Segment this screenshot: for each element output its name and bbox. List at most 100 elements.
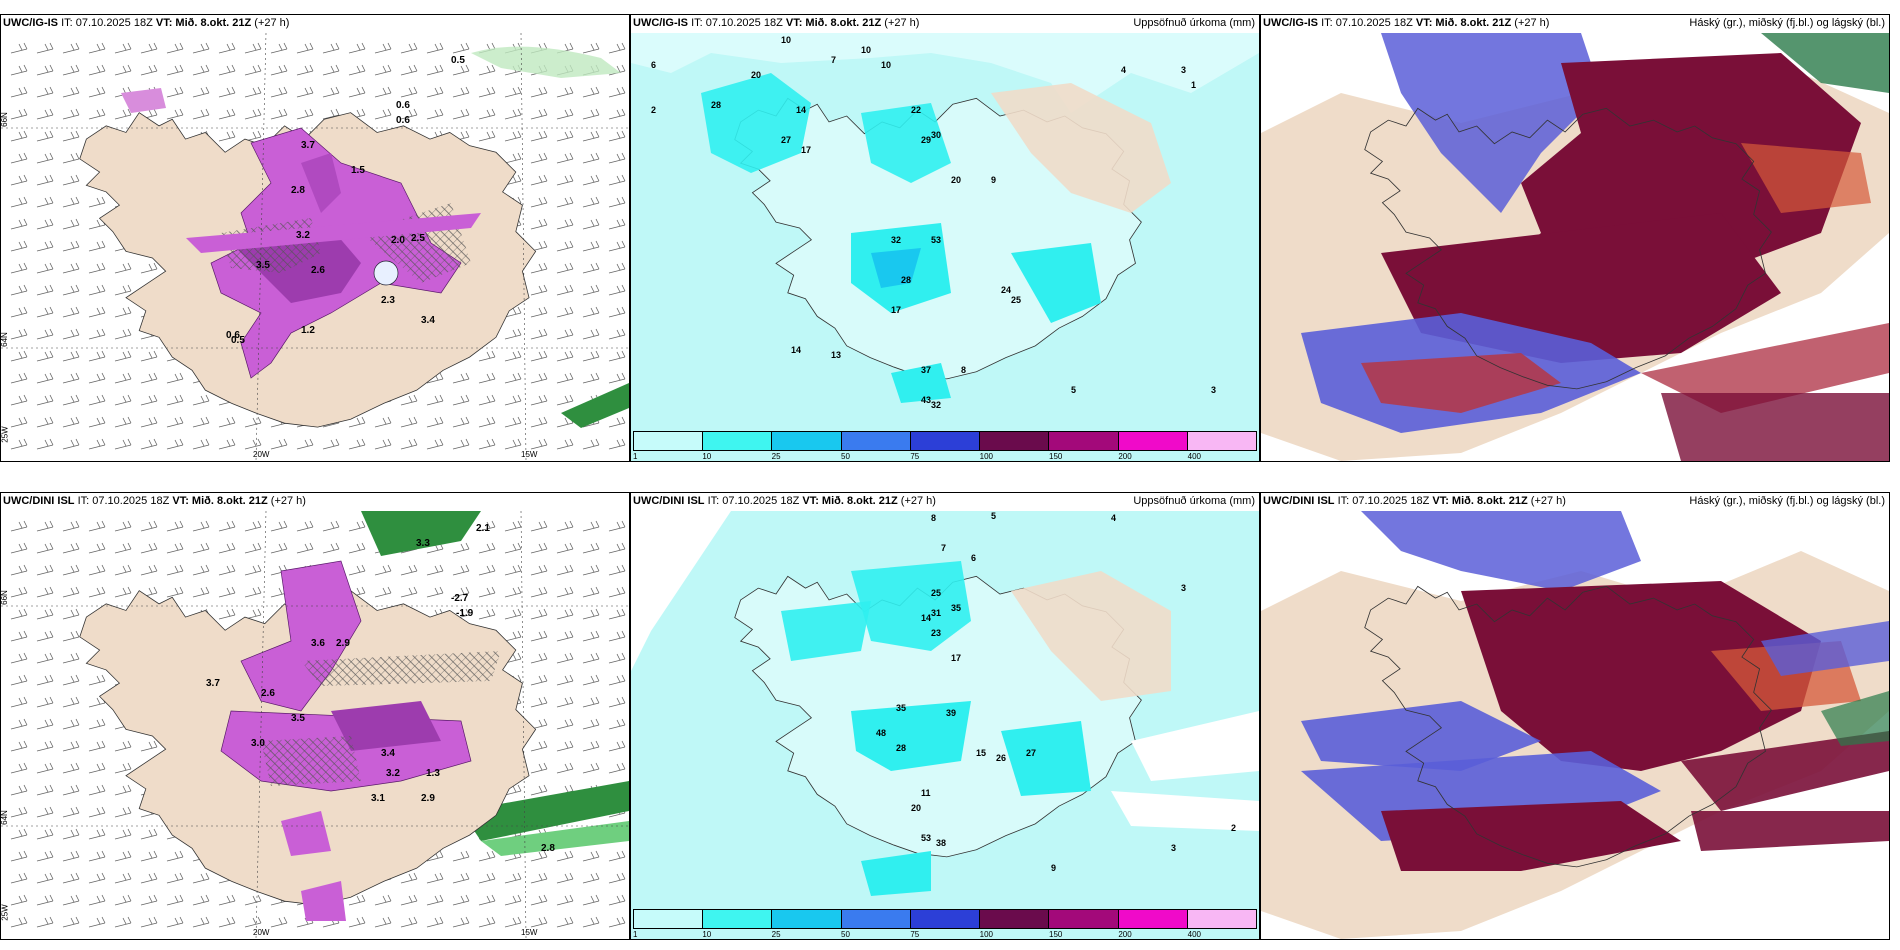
wind-barb — [114, 284, 132, 296]
wind-barb — [608, 762, 626, 774]
wind-barb — [10, 108, 28, 120]
map-value-label: 1.2 — [301, 325, 315, 336]
colorbar-label: 10 — [702, 930, 712, 939]
map-value-label: 53 — [921, 833, 931, 843]
colorbar-swatch — [980, 910, 1050, 928]
wind-barb — [166, 86, 184, 98]
wind-barb — [218, 64, 236, 76]
wind-barb — [426, 416, 444, 428]
wind-barb — [36, 152, 54, 164]
map-value-label: 2.0 — [391, 235, 405, 246]
panel-subtitle: Uppsöfnuð úrkoma (mm) — [1133, 495, 1255, 507]
wind-barb — [10, 372, 28, 384]
map-value-label: 20 — [911, 803, 921, 813]
wind-barb — [608, 86, 626, 98]
map-value-label: -2.7 — [451, 593, 469, 604]
wind-barb — [530, 438, 548, 450]
wind-barb — [504, 328, 522, 340]
wind-barb — [140, 564, 158, 576]
wind-barb — [36, 372, 54, 384]
wind-barb — [62, 64, 80, 76]
wind-barb — [36, 718, 54, 730]
wind-barb — [114, 762, 132, 774]
wind-barb — [140, 394, 158, 406]
wind-barb — [244, 586, 262, 598]
wind-barb — [400, 108, 418, 120]
wind-barb — [62, 740, 80, 752]
wind-barb — [348, 564, 366, 576]
wind-barb — [296, 108, 314, 120]
wind-barb — [62, 630, 80, 642]
wind-barb — [530, 108, 548, 120]
wind-barb — [10, 850, 28, 862]
wind-barb — [400, 438, 418, 450]
wind-barb — [10, 894, 28, 906]
wind-barb — [530, 262, 548, 274]
wind-barb — [62, 542, 80, 554]
wind-barb — [582, 372, 600, 384]
wind-barb — [88, 284, 106, 296]
wind-barb — [192, 872, 210, 884]
wind-barb — [166, 520, 184, 532]
wind-barb — [608, 520, 626, 532]
wind-barb — [296, 64, 314, 76]
panel-wind-top: UWC/IG-IS IT: 07.10.2025 18Z VT: Mið. 8.… — [0, 14, 630, 462]
wind-barb — [400, 394, 418, 406]
map-value-label: 3.5 — [291, 713, 305, 724]
wind-barb — [10, 828, 28, 840]
wind-barb — [530, 152, 548, 164]
map-value-label: 20 — [751, 70, 761, 80]
map-value-label: 17 — [891, 305, 901, 315]
map-value-label: 14 — [921, 613, 931, 623]
wind-barb — [62, 86, 80, 98]
wind-barb — [296, 86, 314, 98]
wind-barb — [556, 652, 574, 664]
wind-barb — [608, 674, 626, 686]
wind-barb — [504, 306, 522, 318]
wind-barb — [374, 86, 392, 98]
wind-barb — [244, 108, 262, 120]
wind-barb — [478, 542, 496, 554]
wind-barb — [556, 438, 574, 450]
colorbar-label: 25 — [771, 452, 781, 461]
lat-label-66n: 66N — [0, 112, 9, 127]
map-value-label: 8 — [961, 365, 966, 375]
colorbar-swatch — [910, 910, 981, 928]
wind-barb — [530, 762, 548, 774]
wind-barb — [504, 372, 522, 384]
wind-barb — [478, 586, 496, 598]
wind-barb — [114, 416, 132, 428]
colorbar-swatch — [772, 432, 842, 450]
panel-precip-bottom: UWC/DINI ISL IT: 07.10.2025 18Z VT: Mið.… — [630, 492, 1260, 940]
wind-barb — [114, 64, 132, 76]
wind-barb — [36, 520, 54, 532]
wind-barb — [270, 64, 288, 76]
wind-barb — [140, 542, 158, 554]
wind-barb — [36, 894, 54, 906]
wind-barb — [504, 784, 522, 796]
wind-barb — [530, 674, 548, 686]
map-value-label: 38 — [936, 838, 946, 848]
wind-barb — [36, 328, 54, 340]
map-value-label: 6 — [651, 60, 656, 70]
wind-barb — [296, 542, 314, 554]
wind-barb — [530, 696, 548, 708]
wind-barb — [478, 130, 496, 142]
wind-barb — [10, 916, 28, 928]
wind-barb — [62, 196, 80, 208]
map-value-label: 0.5 — [231, 335, 245, 346]
wind-barb — [10, 520, 28, 532]
wind-barb — [114, 372, 132, 384]
wind-barb — [374, 42, 392, 54]
wind-barb — [114, 328, 132, 340]
wind-barb — [348, 86, 366, 98]
wind-barb — [218, 542, 236, 554]
map-value-label: 39 — [946, 708, 956, 718]
map-value-label: 10 — [861, 45, 871, 55]
wind-barb — [192, 86, 210, 98]
colorbar-swatch — [703, 910, 773, 928]
wind-barb — [452, 394, 470, 406]
wind-barb — [10, 152, 28, 164]
wind-barb — [36, 828, 54, 840]
wind-barb — [114, 394, 132, 406]
